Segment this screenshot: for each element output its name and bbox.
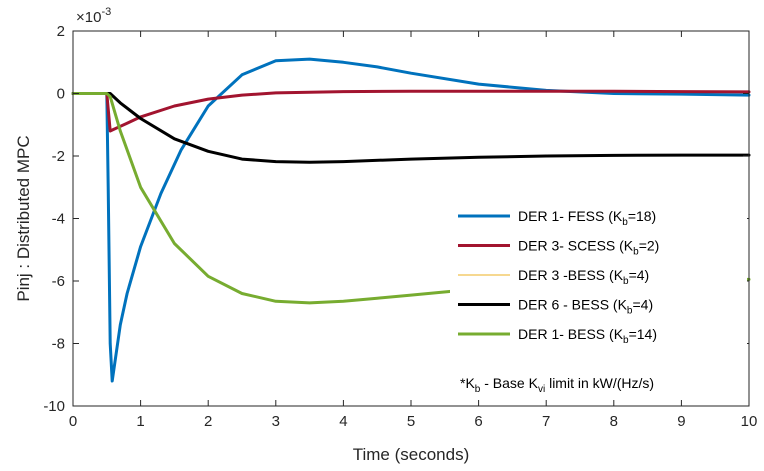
series-line-1 — [71, 57, 751, 383]
x-tick-label: 7 — [542, 413, 550, 430]
x-tick-label: 9 — [677, 413, 685, 430]
series-layer — [71, 57, 751, 383]
y-tick-label: -8 — [52, 336, 65, 353]
annotation-note: *Kb - Base Kvi limit in kW/(Hz/s) — [460, 375, 654, 395]
series-line-2 — [71, 89, 751, 133]
y-tick-label: -6 — [52, 273, 65, 290]
exponent-label: ×10-3 — [76, 6, 111, 26]
y-tick-label: 0 — [57, 86, 65, 103]
legend-entries: DER 1- FESS (Kb=18) DER 3- SCESS (Kb=2) DE… — [458, 208, 659, 346]
legend-label-1: DER 1- FESS (Kb=18) — [518, 208, 656, 228]
x-tick-label: 5 — [407, 413, 415, 430]
y-tick-label: -4 — [52, 211, 65, 228]
legend-label-2: DER 3- SCESS (Kb=2) — [518, 238, 659, 258]
x-tick-label: 6 — [474, 413, 482, 430]
x-tick-label: 8 — [610, 413, 618, 430]
legend-label-3: DER 3 -BESS (Kb=4) — [518, 267, 649, 287]
y-tick-label: 2 — [57, 23, 65, 40]
legend-label-5: DER 1- BESS (Kb=14) — [518, 326, 657, 346]
y-tick-label: -2 — [52, 148, 65, 165]
y-axis-title: Pinj : Distributed MPC — [14, 135, 33, 301]
x-tick-label: 0 — [69, 413, 77, 430]
x-tick-label: 4 — [339, 413, 347, 430]
legend-label-4: DER 6 - BESS (Kb=4) — [518, 297, 653, 317]
x-tick-label: 10 — [741, 413, 758, 430]
y-tick-label: -10 — [43, 398, 65, 415]
legend: DER 1- FESS (Kb=18) DER 3- SCESS (Kb=2) DE… — [450, 200, 747, 358]
x-tick-label: 3 — [272, 413, 280, 430]
x-tick-label: 1 — [136, 413, 144, 430]
series-line-4 — [71, 92, 751, 164]
x-tick-label: 2 — [204, 413, 212, 430]
x-axis-title: Time (seconds) — [353, 445, 470, 464]
legend-box — [450, 200, 747, 358]
ticks-layer: 0 1 2 3 4 5 6 7 8 9 10 2 0 -2 -4 -6 -8 -10 — [43, 23, 757, 430]
